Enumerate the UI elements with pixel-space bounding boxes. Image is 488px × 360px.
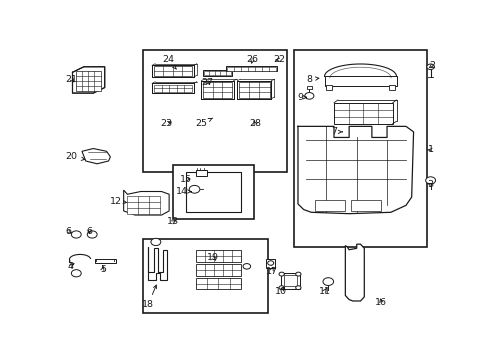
Text: 2: 2 xyxy=(428,61,435,70)
Text: 19: 19 xyxy=(206,253,218,262)
Bar xyxy=(314,200,345,211)
Text: 23: 23 xyxy=(160,119,172,128)
Bar xyxy=(195,170,206,176)
Bar xyxy=(173,165,254,219)
Text: 28: 28 xyxy=(249,119,261,128)
Text: 4: 4 xyxy=(67,262,74,271)
Text: 24: 24 xyxy=(162,55,176,69)
Circle shape xyxy=(279,272,284,276)
Bar xyxy=(127,196,159,214)
Polygon shape xyxy=(297,126,413,214)
Bar xyxy=(326,85,331,90)
Text: 21: 21 xyxy=(65,75,78,84)
Bar xyxy=(225,67,277,72)
Circle shape xyxy=(87,231,97,238)
Text: 6: 6 xyxy=(86,227,92,236)
Bar xyxy=(324,76,396,86)
Polygon shape xyxy=(82,149,110,164)
Circle shape xyxy=(295,272,301,276)
Text: 16: 16 xyxy=(375,298,386,307)
Bar xyxy=(388,85,394,90)
Circle shape xyxy=(425,177,435,184)
Circle shape xyxy=(71,270,81,277)
Bar xyxy=(294,50,426,247)
Text: 8: 8 xyxy=(305,75,318,84)
Bar xyxy=(284,275,296,286)
Bar xyxy=(195,278,241,289)
Bar xyxy=(350,200,381,211)
Bar xyxy=(203,82,231,98)
Bar xyxy=(195,250,241,262)
Bar xyxy=(306,86,311,89)
Text: 9: 9 xyxy=(296,93,306,102)
Text: 11: 11 xyxy=(318,287,330,296)
Bar xyxy=(195,264,241,276)
Bar xyxy=(265,260,275,268)
Bar xyxy=(203,70,231,76)
Text: 15: 15 xyxy=(180,175,192,184)
Text: 12: 12 xyxy=(110,197,126,206)
Polygon shape xyxy=(148,247,167,280)
Text: 18: 18 xyxy=(142,285,156,309)
Bar xyxy=(142,239,267,314)
Polygon shape xyxy=(123,190,169,215)
Bar xyxy=(280,273,299,288)
Text: 5: 5 xyxy=(100,265,105,274)
Circle shape xyxy=(304,93,313,99)
Text: 22: 22 xyxy=(272,55,285,64)
Text: 26: 26 xyxy=(246,55,258,64)
Bar xyxy=(154,85,191,92)
Polygon shape xyxy=(345,244,364,301)
Polygon shape xyxy=(152,66,193,77)
Bar xyxy=(75,72,101,91)
Text: 10: 10 xyxy=(274,287,286,296)
Polygon shape xyxy=(72,67,104,93)
Circle shape xyxy=(267,261,273,265)
Text: 20: 20 xyxy=(65,152,84,161)
Bar xyxy=(142,50,286,172)
Bar xyxy=(95,260,116,263)
Text: 27: 27 xyxy=(201,77,213,86)
Circle shape xyxy=(426,64,433,69)
Bar xyxy=(154,67,191,76)
Bar xyxy=(226,67,276,71)
Text: 7: 7 xyxy=(330,127,342,136)
Text: 17: 17 xyxy=(265,266,277,275)
Circle shape xyxy=(295,286,301,290)
Text: 6: 6 xyxy=(65,227,72,236)
Bar xyxy=(333,103,392,123)
Text: 25: 25 xyxy=(195,118,212,128)
Circle shape xyxy=(151,238,161,246)
Text: 13: 13 xyxy=(166,217,179,226)
Bar xyxy=(239,82,269,98)
Bar xyxy=(186,172,241,212)
Circle shape xyxy=(243,264,250,269)
Circle shape xyxy=(71,231,81,238)
Circle shape xyxy=(279,286,284,290)
Circle shape xyxy=(189,185,200,193)
Bar xyxy=(203,71,230,75)
Circle shape xyxy=(323,278,333,285)
Text: 1: 1 xyxy=(427,145,433,154)
Text: 3: 3 xyxy=(427,180,433,189)
Polygon shape xyxy=(237,81,271,99)
Text: 14: 14 xyxy=(176,187,191,196)
Polygon shape xyxy=(152,84,193,93)
Polygon shape xyxy=(201,81,233,99)
